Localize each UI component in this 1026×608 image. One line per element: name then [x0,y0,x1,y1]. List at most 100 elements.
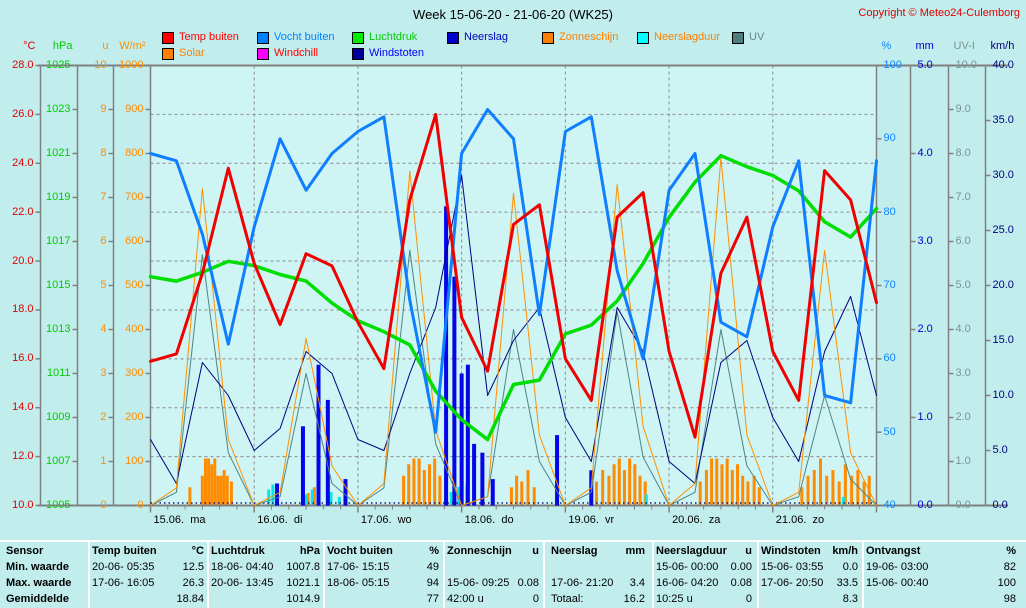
zonneschijn-bar [643,481,647,505]
axis-unit-km/h: km/h [990,40,1015,52]
zonneschijn-bar [622,470,626,505]
table-column-name: Neerslag [551,545,598,557]
zonneschijn-bar [200,475,204,505]
table-max-value-row: 16-06- 04:20 0.08 [656,575,752,591]
neerslag-bar [452,276,457,506]
zonneschijn-bar [601,470,605,505]
table-cell-time: 16-06- 04:20 [656,577,719,589]
series-temp-buiten [149,112,878,439]
table-column-separator [543,542,545,608]
zonneschijn-bar [831,470,835,505]
legend-label: Temp buiten [179,31,239,43]
table-column-header-row: Zonneschijn u [447,543,539,559]
table-min-value-row: 15-06- 00:00 0.00 [656,559,752,575]
zonneschijn-bar [219,475,223,505]
table-cell-time: Totaal: [551,593,584,605]
zonneschijn-bar [698,481,702,505]
axis-tick-label-%: 80 [883,205,896,218]
axis-tick-label-W/m²: 100 [125,455,144,467]
axis-tick-label-mm: 4.0 [917,147,933,159]
axis-tick-label-mm: 5.0 [917,59,933,71]
zonneschijn-bar [837,481,841,505]
table-column-ontvangst: Ontvangst% 19-06- 03:00 82 15-06- 00:40 100 9… [866,543,1016,607]
axis-tick-label-u: 10 [94,59,107,71]
table-average-row: 18.84 [92,591,204,607]
table-average-row: 1014.9 [211,591,320,607]
zonneschijn-bar [715,458,719,505]
axis-tick-label-u: 2 [100,411,107,423]
axis-tick-label-W/m²: 1000 [119,59,144,71]
axis-tick-label-°C: 14.0 [12,401,34,414]
table-max-value-row: 15-06- 00:40 100 [866,575,1016,591]
table-cell-time: 42:00 u [447,593,484,605]
table-cell-value: 94 [426,577,439,589]
axis-tick-label-km/h: 20.0 [992,279,1014,291]
axis-tick-label-hPa: 1015 [46,279,71,291]
table-column-header-row: Luchtdruk hPa [211,543,320,559]
axis-tick-label-hPa: 1009 [46,411,71,423]
table-column-name: Neerslagduur [656,545,727,557]
axis-tick-label-°C: 22.0 [12,205,34,218]
table-column-name: Windstoten [761,545,821,557]
table-cell-time: 17-06- 21:20 [551,577,614,589]
zonneschijn-bar [812,470,816,505]
zonneschijn-bar [222,470,226,505]
table-row-header: Sensor [6,543,84,559]
axis-unit-%: % [881,40,892,52]
axis-tick-label-u: 3 [100,367,107,379]
table-column-zonneschijn: Zonneschijn u 15-06- 09:25 0.08 42:00 u 0 [447,543,539,607]
table-row-header-text: Gemiddelde [6,593,69,605]
legend-label: Neerslagduur [654,31,721,43]
axis-unit-u: u [102,40,109,52]
zonneschijn-bar [438,475,442,505]
table-column-unit: hPa [299,545,320,557]
axis-tick-label-km/h: 15.0 [992,334,1014,346]
table-column-windstoten: Windstoten km/h 15-06- 03:55 0.0 17-06- 20:5… [761,543,858,607]
x-axis-day-label: 15.06. ma [153,514,206,526]
axis-tick-label-km/h: 30.0 [992,169,1014,181]
table-column-unit: % [1006,545,1016,557]
table-column-separator [862,542,864,608]
zonneschijn-bar [427,464,431,505]
table-min-value-row: 19-06- 03:00 82 [866,559,1016,575]
axis-tick-label-km/h: 0.0 [992,499,1008,511]
axis-tick-label-°C: 16.0 [12,352,34,365]
table-cell-value: 0 [745,593,752,605]
table-cell-time: 15-06- 00:00 [656,561,719,573]
table-max-value-row: 17-06- 16:05 26.3 [92,575,204,591]
zonneschijn-bar [710,458,714,505]
neerslag-bar [316,364,321,506]
zonneschijn-bar [800,487,804,505]
axis-unit-UV-I: UV-I [953,40,975,52]
zonneschijn-bar [312,487,316,505]
axis-tick-label-mm: 3.0 [917,235,933,247]
table-cell-value: 33.5 [836,577,858,589]
axis-tick-label-%: 60 [883,352,896,365]
legend-label: Windchill [274,47,319,59]
table-cell-value: 1014.9 [286,593,320,605]
axis-tick-label-°C: 20.0 [12,254,34,267]
axis-tick-label-UV-I: 1.0 [955,455,971,467]
axis-tick-label-UV-I: 7.0 [955,191,971,203]
zonneschijn-bar [216,475,220,505]
table-column-unit: mm [625,545,645,557]
axis-tick-label-hPa: 1007 [46,455,71,467]
table-average-row: 42:00 u 0 [447,591,539,607]
zonneschijn-bar [818,458,822,505]
table-cell-time: 15-06- 09:25 [447,577,510,589]
uv-swatch-icon [732,32,744,44]
neerslag-bar [275,483,280,506]
axis-tick-label-km/h: 40.0 [992,59,1014,71]
table-cell-value: 100 [997,577,1016,589]
zonneschijn-bar [612,464,616,505]
table-cell-time: 20-06- 13:45 [211,577,274,589]
table-cell-value: 16.2 [623,593,645,605]
table-cell-value: 8.3 [842,593,858,605]
neerslag-bar [555,435,560,506]
table-column-neerslag: Neerslag mm 17-06- 21:20 3.4 Totaal: 16.2 [551,543,645,607]
table-column-unit: % [429,545,439,557]
zonneschijn-bar [402,475,406,505]
table-cell-time: 15-06- 00:40 [866,577,929,589]
table-average-row: 77 [327,591,439,607]
axis-tick-label-hPa: 1005 [46,499,71,511]
